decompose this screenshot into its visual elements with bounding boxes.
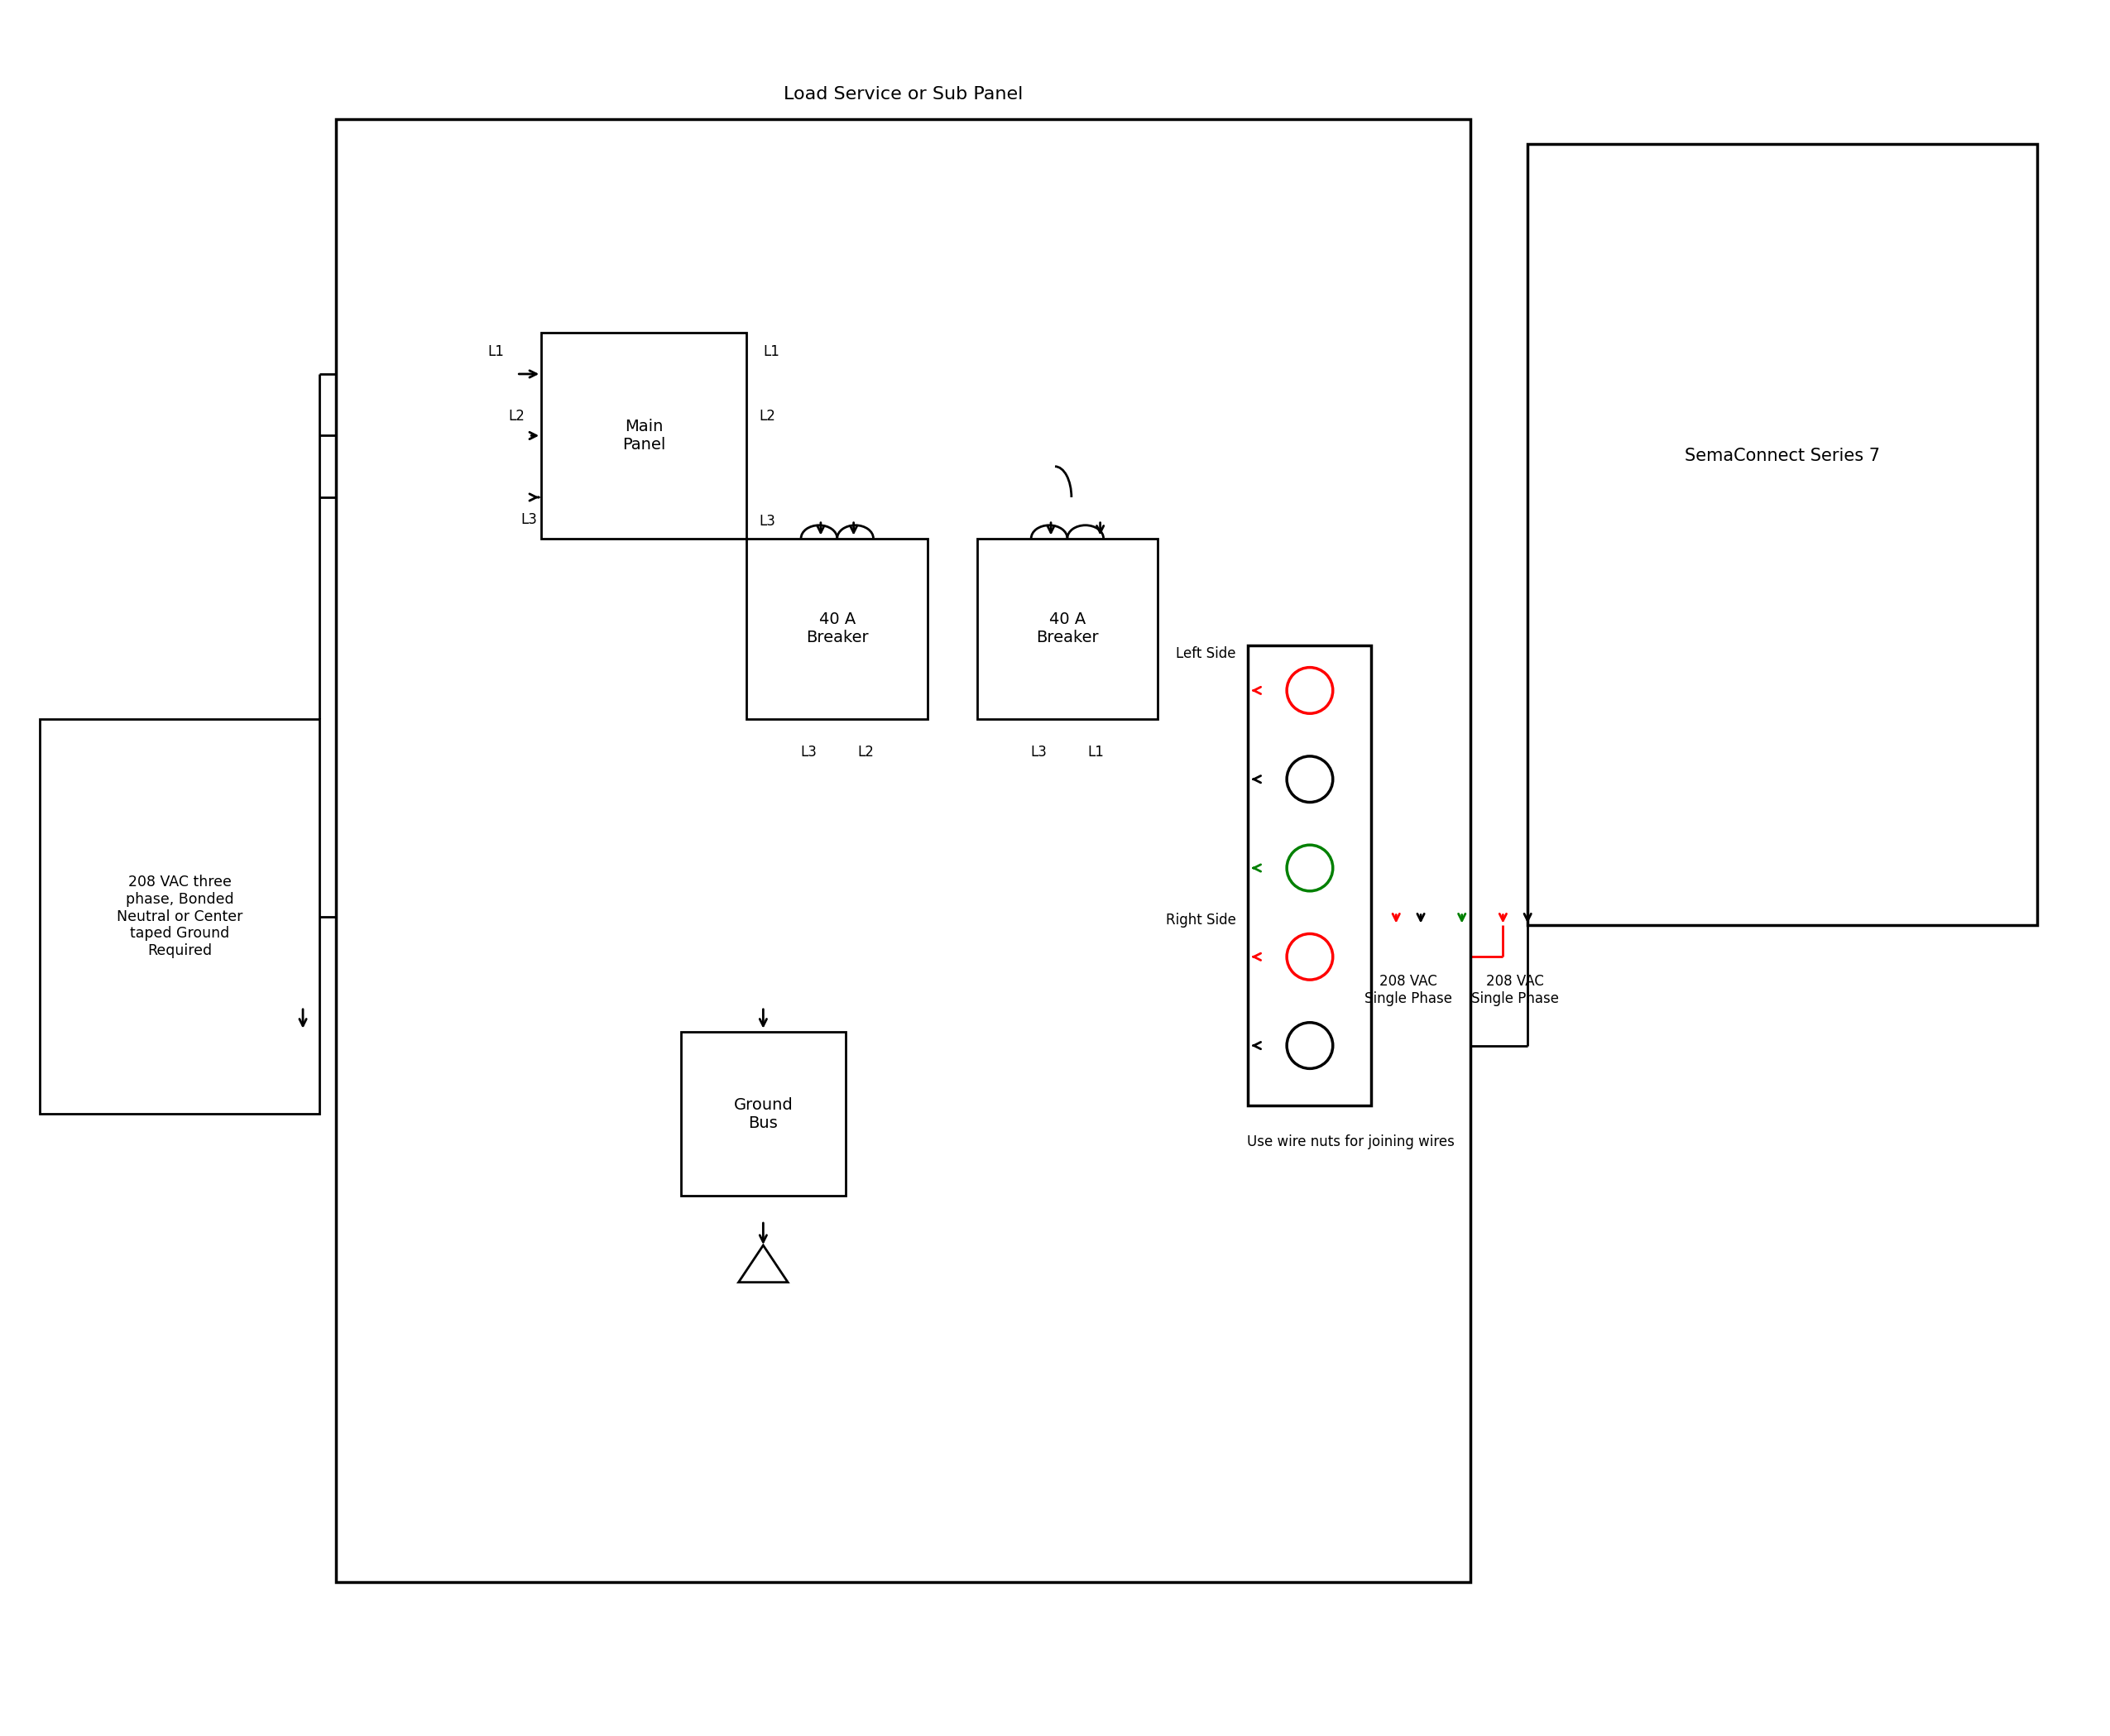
Text: L1: L1 [764,344,781,359]
Text: Main
Panel: Main Panel [622,418,665,453]
Text: Left Side: Left Side [1175,646,1236,661]
Text: L3: L3 [800,745,817,760]
Text: SemaConnect Series 7: SemaConnect Series 7 [1684,448,1880,465]
Bar [977,538,1158,719]
Text: Use wire nuts for joining wires: Use wire nuts for joining wires [1247,1134,1454,1149]
Text: 208 VAC
Single Phase: 208 VAC Single Phase [1471,974,1559,1007]
Bar [1528,144,2038,925]
Text: L2: L2 [509,408,525,424]
Text: L3: L3 [760,514,776,529]
Bar [1249,646,1372,1106]
Text: L1: L1 [1089,745,1104,760]
Text: Load Service or Sub Panel: Load Service or Sub Panel [783,87,1023,102]
Text: 208 VAC
Single Phase: 208 VAC Single Phase [1365,974,1452,1007]
Text: 40 A
Breaker: 40 A Breaker [806,611,869,646]
Bar [335,120,1471,1581]
Bar [542,333,747,538]
Text: L3: L3 [521,512,538,528]
Bar [682,1031,846,1196]
Text: 40 A
Breaker: 40 A Breaker [1036,611,1099,646]
Text: 208 VAC three
phase, Bonded
Neutral or Center
taped Ground
Required: 208 VAC three phase, Bonded Neutral or C… [116,875,243,958]
Text: L2: L2 [859,745,874,760]
Text: Right Side: Right Side [1165,913,1236,927]
Text: L2: L2 [760,408,776,424]
Text: L3: L3 [1030,745,1047,760]
Text: L1: L1 [487,344,504,359]
Text: Ground
Bus: Ground Bus [734,1097,793,1130]
Bar [40,719,319,1115]
Bar [747,538,928,719]
